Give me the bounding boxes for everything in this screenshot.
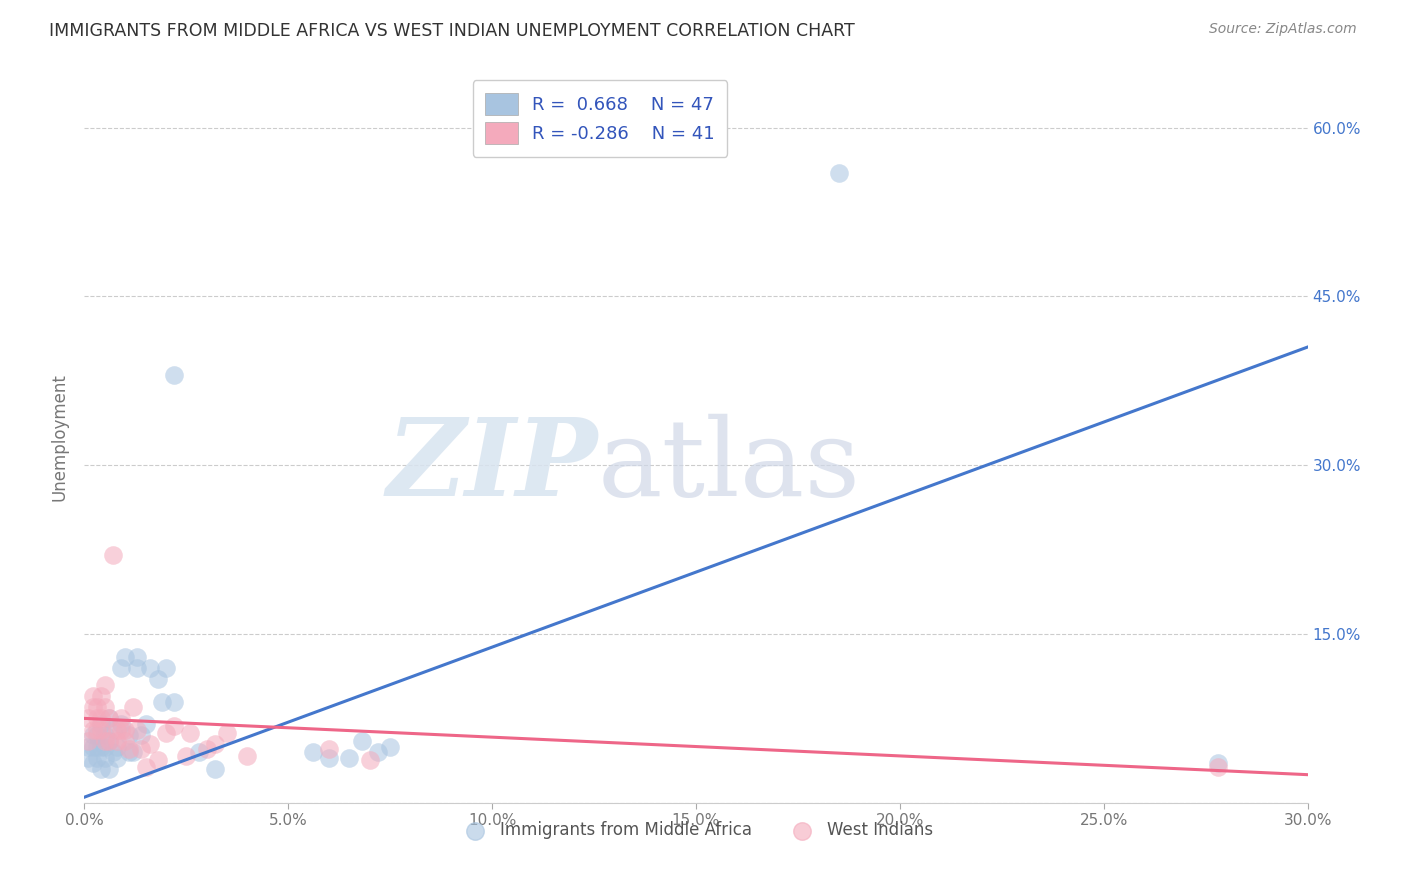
Point [77, 739, 100, 754]
Point [90, 723, 112, 737]
Point [135, 760, 157, 774]
Point [93, 734, 115, 748]
Point [97, 711, 120, 725]
Point [146, 672, 169, 686]
Point [236, 748, 259, 763]
Text: ZIP: ZIP [387, 413, 598, 519]
Text: Source: ZipAtlas.com: Source: ZipAtlas.com [1209, 22, 1357, 37]
Point [114, 723, 136, 737]
Point [93, 700, 115, 714]
Y-axis label: Unemployment: Unemployment [51, 373, 69, 501]
Point [127, 649, 149, 664]
Point [90, 762, 112, 776]
Point [90, 689, 112, 703]
Point [105, 734, 128, 748]
Point [82, 728, 104, 742]
Point [135, 717, 157, 731]
Point [90, 711, 112, 725]
Point [86, 751, 108, 765]
Point [127, 661, 149, 675]
Point [105, 723, 128, 737]
Point [114, 734, 136, 748]
Point [350, 734, 373, 748]
Point [301, 745, 323, 759]
Text: atlas: atlas [598, 414, 860, 519]
Point [131, 741, 153, 756]
Point [179, 726, 201, 740]
Point [86, 700, 108, 714]
Point [138, 737, 160, 751]
Point [339, 751, 361, 765]
Point [118, 745, 141, 759]
Point [138, 661, 160, 675]
Point [101, 723, 124, 737]
Point [195, 741, 218, 756]
Point [86, 711, 108, 725]
Point [77, 734, 100, 748]
Point [77, 711, 100, 725]
Point [101, 548, 124, 562]
Point [155, 726, 177, 740]
Point [82, 689, 104, 703]
Point [127, 723, 149, 737]
Point [105, 751, 128, 765]
Point [114, 649, 136, 664]
Point [97, 734, 120, 748]
Point [110, 661, 132, 675]
Point [101, 745, 124, 759]
Point [86, 723, 108, 737]
Point [163, 694, 186, 708]
Point [380, 739, 402, 754]
Point [110, 717, 132, 731]
Point [105, 739, 128, 754]
Point [93, 678, 115, 692]
Point [204, 762, 226, 776]
Text: IMMIGRANTS FROM MIDDLE AFRICA VS WEST INDIAN UNEMPLOYMENT CORRELATION CHART: IMMIGRANTS FROM MIDDLE AFRICA VS WEST IN… [49, 22, 855, 40]
Legend: Immigrants from Middle Africa, West Indians: Immigrants from Middle Africa, West Indi… [451, 814, 941, 846]
Point [163, 368, 186, 383]
Point [82, 756, 104, 771]
Point [150, 694, 173, 708]
Point [93, 728, 115, 742]
Point [118, 741, 141, 756]
Point [82, 723, 104, 737]
Point [118, 728, 141, 742]
Point [97, 711, 120, 725]
Point [318, 741, 340, 756]
Point [110, 723, 132, 737]
Point [359, 753, 381, 767]
Point [122, 745, 145, 759]
Point [82, 700, 104, 714]
Point [90, 717, 112, 731]
Point [187, 745, 209, 759]
Point [122, 700, 145, 714]
Point [174, 748, 197, 763]
Point [828, 166, 851, 180]
Point [318, 751, 340, 765]
Point [367, 745, 389, 759]
Point [1206, 760, 1229, 774]
Point [93, 751, 115, 765]
Point [217, 726, 239, 740]
Point [97, 734, 120, 748]
Point [77, 751, 100, 765]
Point [97, 762, 120, 776]
Point [163, 719, 186, 733]
Point [90, 739, 112, 754]
Point [110, 711, 132, 725]
Point [86, 739, 108, 754]
Point [146, 753, 169, 767]
Point [131, 728, 153, 742]
Point [155, 661, 177, 675]
Point [93, 739, 115, 754]
Point [204, 737, 226, 751]
Point [86, 728, 108, 742]
Point [82, 739, 104, 754]
Point [1206, 756, 1229, 771]
